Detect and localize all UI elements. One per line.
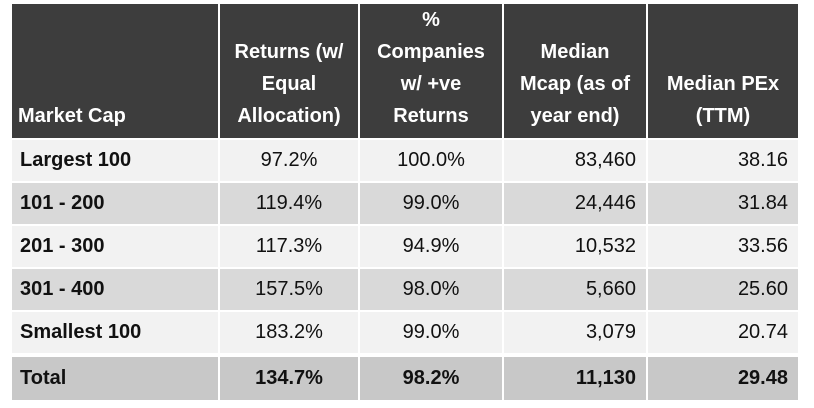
total-median-pe-cell: 29.48 [648,357,798,400]
median-pe-cell: 25.60 [648,269,798,310]
table-row: 101 - 200 119.4% 99.0% 24,446 31.84 [12,183,798,224]
pct-positive-cell: 99.0% [360,312,502,353]
row-label: 301 - 400 [12,269,218,310]
header-pct-companies: % Companies w/ +ve Returns [360,4,502,138]
pct-positive-cell: 94.9% [360,226,502,267]
row-label: 101 - 200 [12,183,218,224]
median-pe-cell: 38.16 [648,140,798,181]
header-median-pe: Median PEx (TTM) [648,4,798,138]
header-median-mcap-text: Median Mcap (as of year end) [519,41,631,127]
returns-cell: 157.5% [220,269,358,310]
total-returns-cell: 134.7% [220,357,358,400]
median-mcap-cell: 83,460 [504,140,646,181]
returns-cell: 97.2% [220,140,358,181]
median-pe-cell: 33.56 [648,226,798,267]
total-label: Total [12,357,218,400]
pct-positive-cell: 98.0% [360,269,502,310]
returns-cell: 119.4% [220,183,358,224]
median-mcap-cell: 24,446 [504,183,646,224]
header-returns: Returns (w/ Equal Allocation) [220,4,358,138]
returns-cell: 117.3% [220,226,358,267]
table-row: Largest 100 97.2% 100.0% 83,460 38.16 [12,140,798,181]
row-label: Smallest 100 [12,312,218,353]
returns-cell: 183.2% [220,312,358,353]
header-pct-companies-text: % Companies w/ +ve Returns [377,9,485,127]
header-returns-text: Returns (w/ Equal Allocation) [234,41,344,127]
pct-positive-cell: 99.0% [360,183,502,224]
header-median-pe-text: Median PEx (TTM) [666,73,780,127]
total-row: Total 134.7% 98.2% 11,130 29.48 [12,357,798,400]
total-pct-positive-cell: 98.2% [360,357,502,400]
median-pe-cell: 31.84 [648,183,798,224]
median-pe-cell: 20.74 [648,312,798,353]
header-median-mcap: Median Mcap (as of year end) [504,4,646,138]
header-market-cap: Market Cap [12,4,218,138]
median-mcap-cell: 5,660 [504,269,646,310]
table-row: 301 - 400 157.5% 98.0% 5,660 25.60 [12,269,798,310]
median-mcap-cell: 10,532 [504,226,646,267]
header-row: Market Cap Returns (w/ Equal Allocation)… [12,4,798,138]
total-median-mcap-cell: 11,130 [504,357,646,400]
table-row: Smallest 100 183.2% 99.0% 3,079 20.74 [12,312,798,353]
table-row: 201 - 300 117.3% 94.9% 10,532 33.56 [12,226,798,267]
row-label: Largest 100 [12,140,218,181]
median-mcap-cell: 3,079 [504,312,646,353]
market-cap-returns-table: Market Cap Returns (w/ Equal Allocation)… [10,2,800,402]
pct-positive-cell: 100.0% [360,140,502,181]
row-label: 201 - 300 [12,226,218,267]
